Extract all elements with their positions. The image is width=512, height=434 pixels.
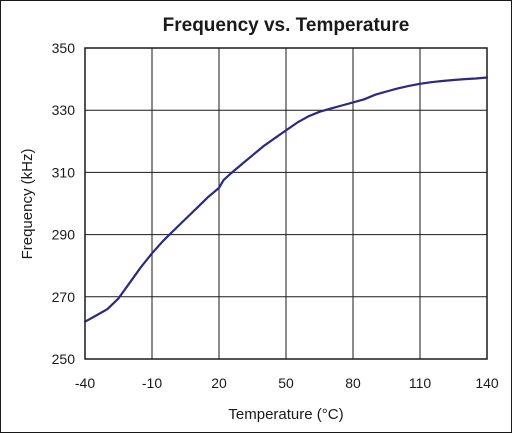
- x-tick-label: 20: [211, 375, 227, 391]
- x-tick-label: -40: [75, 375, 95, 391]
- x-tick-label: 110: [409, 375, 432, 391]
- x-tick-label: 50: [278, 375, 294, 391]
- y-tick-label: 350: [52, 40, 76, 56]
- y-tick-label: 270: [52, 289, 76, 305]
- y-tick-label: 310: [52, 164, 76, 180]
- x-axis-label: Temperature (°C): [228, 406, 343, 423]
- x-axis-ticks: -40 -10 20 50 80 110 140: [75, 375, 499, 391]
- grid: [84, 47, 488, 360]
- y-tick-label: 290: [52, 227, 76, 243]
- x-tick-label: 80: [345, 375, 361, 391]
- y-tick-label: 330: [52, 102, 76, 118]
- y-tick-label: 250: [52, 351, 76, 367]
- series-line: [83, 76, 489, 323]
- series-group: [83, 76, 489, 323]
- y-axis-label: Frequency (kHz): [19, 149, 36, 260]
- x-tick-label: -10: [142, 375, 162, 391]
- plot-area: [84, 47, 488, 360]
- chart-title: Frequency vs. Temperature: [163, 15, 410, 36]
- x-tick-label: 140: [475, 375, 499, 391]
- y-axis-ticks: 250 270 290 310 330 350: [52, 40, 76, 367]
